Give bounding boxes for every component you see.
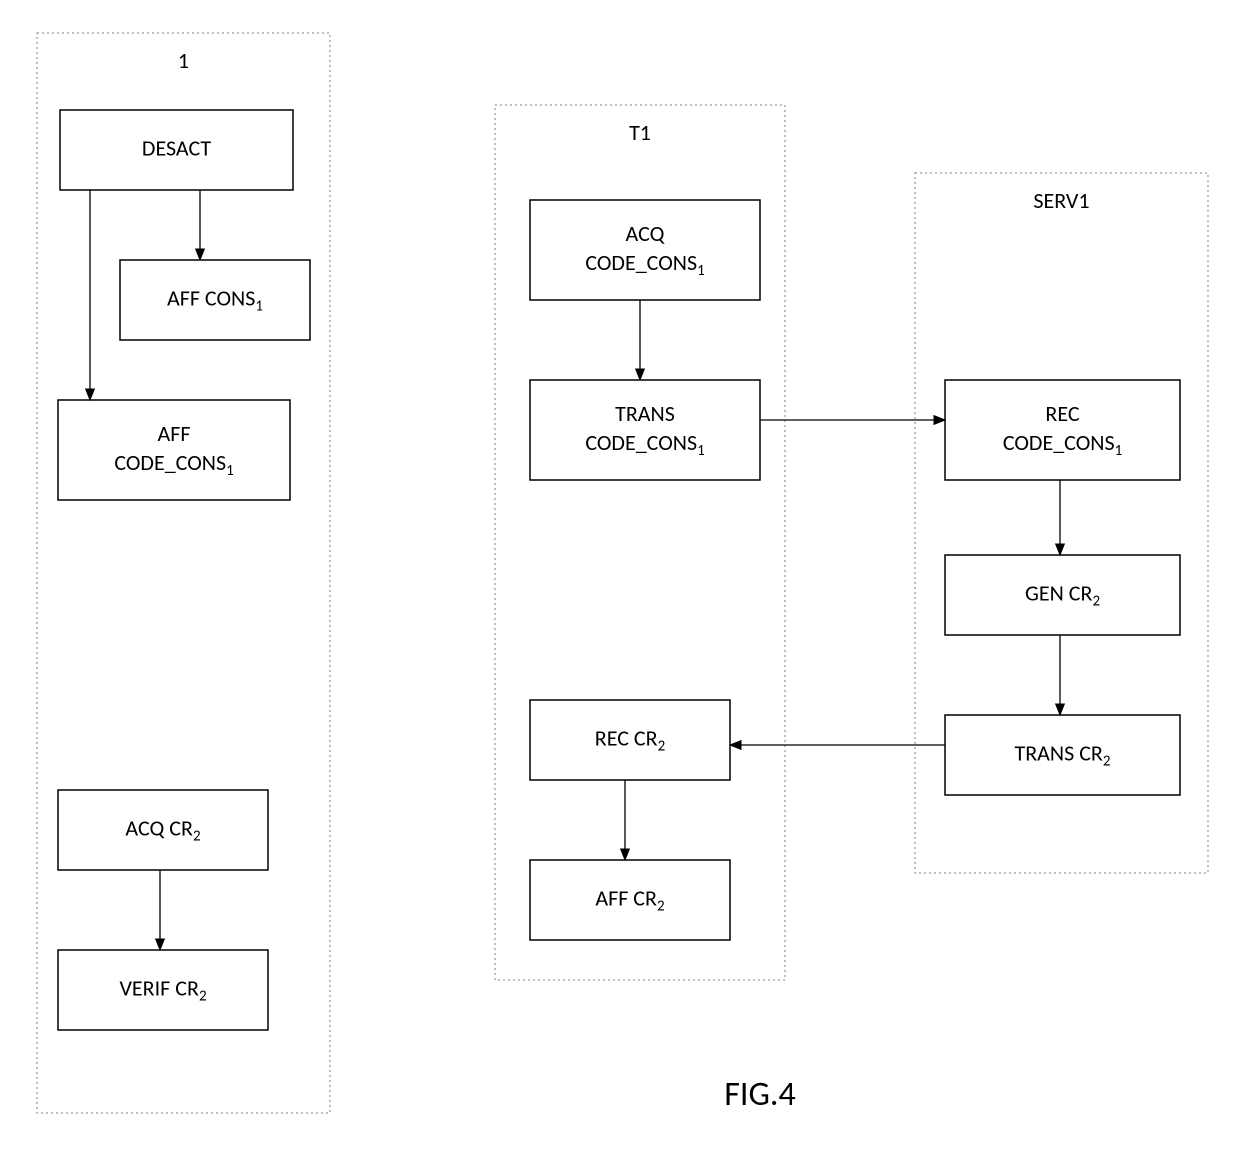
node-label-trans_cr2-line0: TRANS CR2 — [1015, 740, 1111, 771]
node-label-trans_code-line1: CODE_CONS1 — [585, 429, 704, 460]
node-label-rec_cr2-line0: REC CR2 — [595, 725, 665, 756]
node-label-verif_cr2-line0: VERIF CR2 — [119, 975, 206, 1006]
node-label-trans_code-line0: TRANS — [615, 400, 675, 427]
node-label-acq_code-line1: CODE_CONS1 — [585, 249, 704, 280]
node-label-acq_cr2-line0: ACQ CR2 — [125, 815, 200, 846]
flowchart-diagram: 1T1SERV1DESACTAFF CONS1AFFCODE_CONS1ACQ … — [0, 0, 1240, 1166]
node-label-acq_code-line0: ACQ — [626, 220, 666, 247]
node-label-aff_cr2-line0: AFF CR2 — [595, 885, 664, 916]
column-title-t1: T1 — [629, 119, 651, 146]
node-label-aff_code-line1: CODE_CONS1 — [114, 449, 233, 480]
node-label-rec_code-line1: CODE_CONS1 — [1003, 429, 1122, 460]
node-label-desact-line0: DESACT — [142, 135, 211, 162]
node-label-gen_cr2-line0: GEN CR2 — [1025, 580, 1100, 611]
column-title-col1: 1 — [178, 47, 189, 74]
column-title-serv: SERV1 — [1033, 187, 1089, 214]
node-label-rec_code-line0: REC — [1045, 400, 1079, 427]
figure-label: FIG.4 — [724, 1074, 795, 1115]
node-label-aff_cons1-line0: AFF CONS1 — [167, 285, 263, 316]
node-label-aff_code-line0: AFF — [158, 420, 191, 447]
